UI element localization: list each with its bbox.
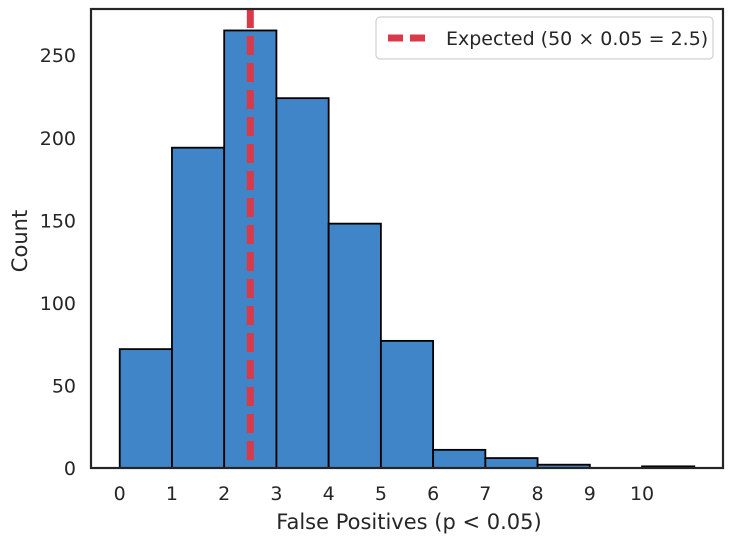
- x-tick-label-4: 4: [323, 483, 335, 505]
- x-tick-label-0: 0: [114, 483, 126, 505]
- legend: Expected (50 × 0.05 = 2.5): [375, 16, 714, 60]
- histogram-bar-1: [171, 146, 226, 469]
- legend-box: [375, 16, 714, 60]
- y-tick-label-100: 100: [40, 293, 76, 315]
- y-tick-label-150: 150: [40, 210, 76, 232]
- histogram-bar-5: [379, 339, 435, 469]
- histogram-bar-6: [432, 448, 487, 469]
- y-tick-label-50: 50: [52, 375, 76, 397]
- y-ticks: 0 50 100 150 200 250: [40, 45, 76, 480]
- x-tick-label-7: 7: [479, 483, 491, 505]
- x-tick-label-3: 3: [270, 483, 282, 505]
- legend-label-expected: Expected (50 × 0.05 = 2.5): [446, 28, 708, 50]
- x-tick-label-5: 5: [375, 483, 387, 505]
- plot-frame: [89, 7, 725, 470]
- x-tick-label-2: 2: [218, 483, 230, 505]
- histogram-bar-7: [484, 457, 539, 469]
- bars-group: [118, 29, 696, 469]
- x-axis-label: False Positives (p < 0.05): [276, 510, 541, 534]
- y-axis-label: Count: [8, 210, 32, 272]
- x-tick-label-9: 9: [584, 483, 596, 505]
- histogram-bar-0: [118, 348, 173, 469]
- y-tick-label-0: 0: [64, 458, 76, 480]
- y-tick-label-250: 250: [40, 45, 76, 67]
- x-tick-label-1: 1: [166, 483, 178, 505]
- y-tick-label-200: 200: [40, 128, 76, 150]
- x-tick-label-6: 6: [427, 483, 439, 505]
- histogram-bar-3: [275, 97, 330, 469]
- histogram-bar-4: [327, 222, 382, 469]
- x-tick-label-10: 10: [630, 483, 654, 505]
- x-ticks: 0 1 2 3 4 5 6 7 8 9 10: [114, 483, 654, 505]
- x-tick-label-8: 8: [532, 483, 544, 505]
